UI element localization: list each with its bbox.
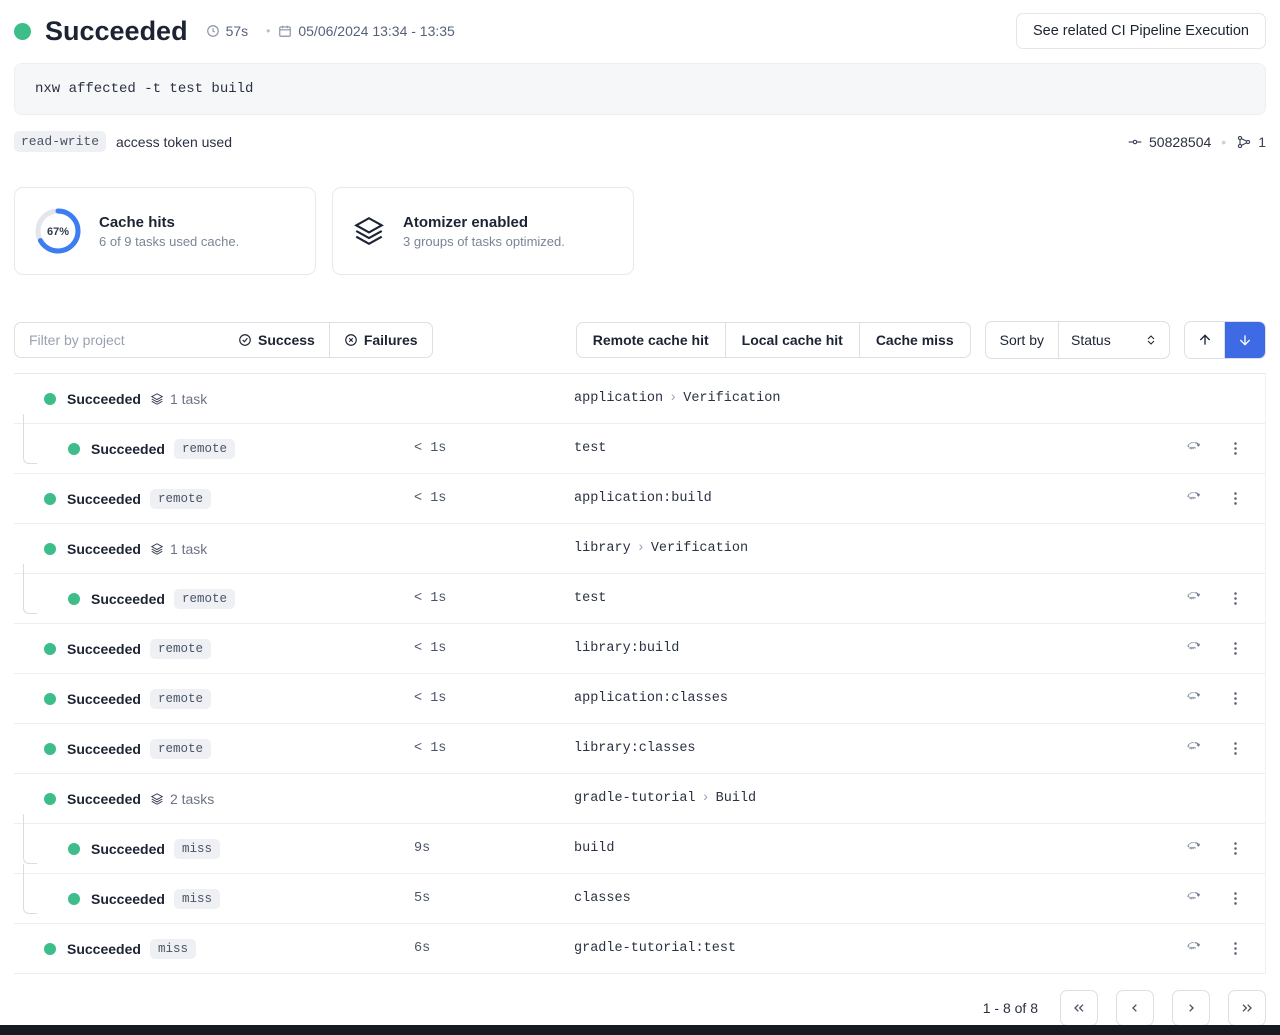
svg-text:67%: 67% (47, 226, 69, 238)
